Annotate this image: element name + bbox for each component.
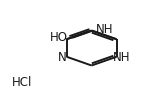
Text: NH: NH xyxy=(113,51,131,64)
Text: HO: HO xyxy=(50,31,68,44)
Text: HCl: HCl xyxy=(12,76,32,88)
Text: N: N xyxy=(58,51,66,64)
Text: NH: NH xyxy=(96,23,113,36)
